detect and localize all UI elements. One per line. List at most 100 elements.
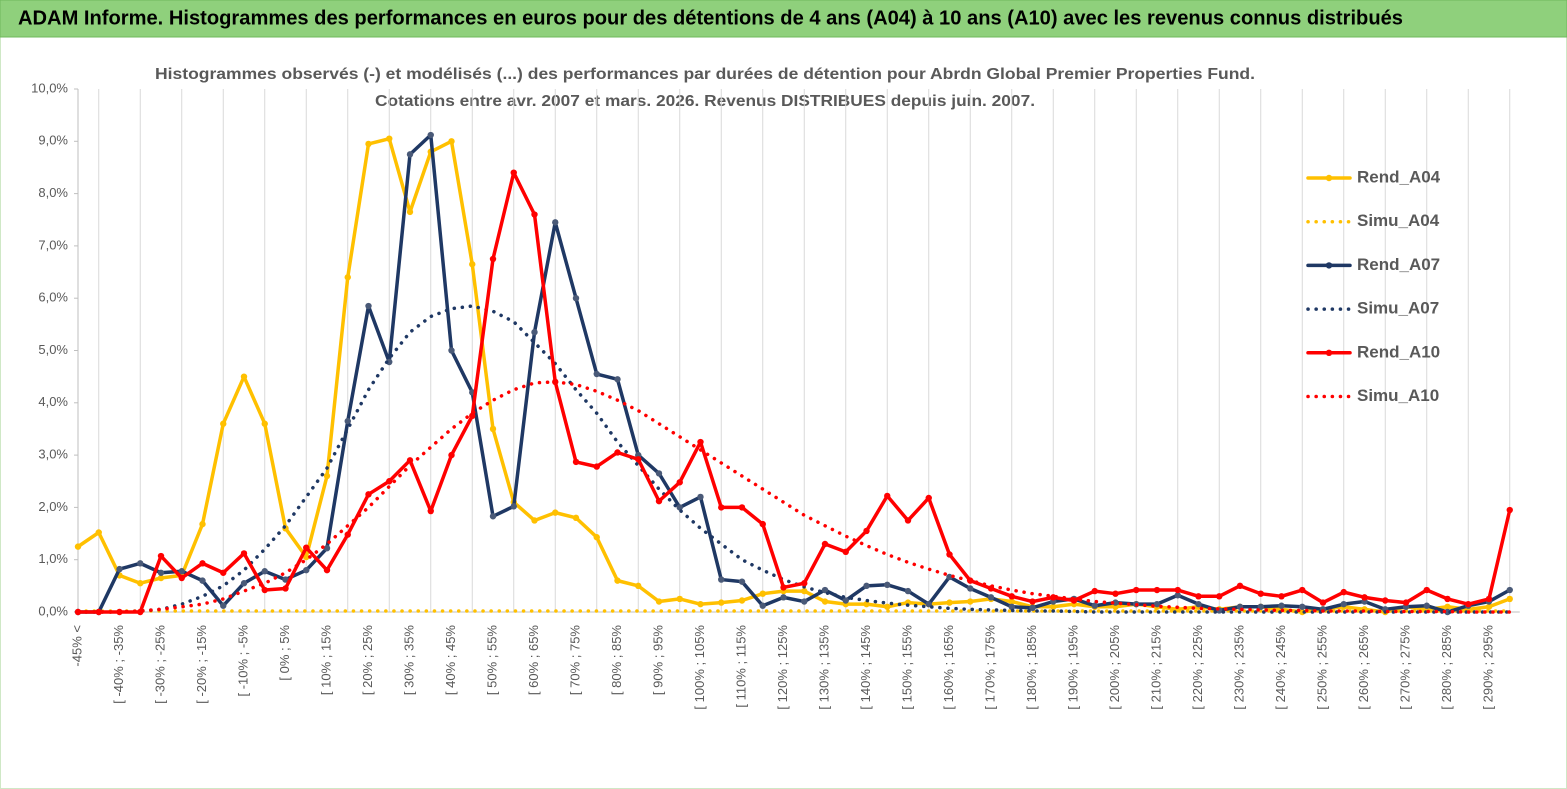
point [365, 302, 372, 310]
point [240, 373, 248, 380]
point [1216, 593, 1223, 600]
point [676, 504, 683, 511]
point [469, 412, 476, 420]
point [178, 574, 185, 582]
legend-marker [1325, 349, 1333, 356]
point [676, 479, 683, 486]
point [1506, 595, 1513, 603]
point [282, 585, 289, 592]
point [821, 598, 829, 605]
point [406, 151, 414, 158]
x-tick-label: [ 120% ; 125% [775, 625, 790, 710]
x-tick-label: [ 200% ; 205% [1107, 625, 1122, 710]
point [925, 600, 932, 608]
y-tick-label: 1,0% [38, 551, 68, 566]
point [323, 544, 331, 552]
point [303, 553, 310, 561]
point [572, 458, 580, 466]
series-line [76, 136, 1512, 614]
point [157, 552, 165, 560]
point [718, 599, 725, 606]
point [801, 587, 808, 595]
point [801, 598, 808, 605]
point [718, 576, 725, 583]
x-tick-label: [ 210% ; 215% [1148, 625, 1163, 710]
point [552, 219, 559, 226]
point [469, 261, 476, 268]
point [967, 585, 974, 592]
point [261, 420, 268, 427]
point [95, 529, 102, 536]
banner [0, 0, 1567, 38]
point [904, 587, 912, 595]
point [884, 581, 891, 589]
point [635, 456, 642, 463]
point [386, 478, 393, 485]
point [759, 520, 766, 528]
point [676, 595, 683, 603]
point [95, 608, 102, 616]
point [780, 584, 787, 591]
x-tick-label: [ 60% ; 65% [526, 625, 541, 696]
x-tick-label: [ 260% ; 265% [1356, 625, 1371, 710]
y-tick-label: 5,0% [38, 342, 68, 357]
point [572, 295, 580, 302]
point [448, 138, 455, 145]
point [1299, 603, 1306, 610]
x-tick-label: [ 280% ; 285% [1439, 625, 1454, 710]
point [1153, 600, 1161, 608]
point [344, 531, 351, 538]
x-tick-label: [ 160% ; 165% [941, 625, 956, 710]
point [1382, 597, 1389, 604]
x-tick-label: [ 240% ; 245% [1273, 625, 1288, 710]
y-tick-label: 9,0% [38, 133, 68, 148]
point [406, 208, 414, 216]
point [801, 580, 808, 587]
point [655, 497, 663, 505]
point [967, 598, 974, 605]
x-tick-label: [ 130% ; 135% [816, 625, 831, 710]
point [1444, 595, 1451, 603]
point [863, 527, 870, 535]
point [552, 509, 559, 516]
point [1340, 588, 1347, 596]
x-tick-label: [ 290% ; 295% [1480, 625, 1495, 710]
point [510, 503, 517, 510]
point [1153, 586, 1161, 594]
y-tick-label: 7,0% [38, 237, 68, 252]
legend-label: Rend_A04 [1357, 167, 1441, 186]
x-tick-label: [ 230% ; 235% [1231, 625, 1246, 710]
point [1278, 602, 1285, 609]
point [137, 560, 144, 567]
point [946, 599, 953, 606]
legend-label: Rend_A07 [1357, 255, 1440, 274]
point [1506, 506, 1513, 514]
x-tick-label: -45% < [69, 625, 84, 667]
point [220, 569, 227, 576]
series-line [76, 170, 1512, 614]
y-tick-label: 2,0% [38, 499, 68, 514]
x-tick-label: [ 0% ; 5% [277, 625, 292, 681]
point [759, 590, 766, 597]
point [1278, 593, 1285, 600]
point [1465, 600, 1472, 608]
point [593, 534, 600, 541]
point [1091, 587, 1098, 595]
point [489, 513, 497, 520]
x-tick-label: [ 10% ; 15% [318, 625, 333, 696]
legend-label: Rend_A10 [1357, 342, 1440, 361]
point [116, 565, 123, 573]
point [614, 577, 621, 584]
x-tick-label: [ 170% ; 175% [982, 625, 997, 710]
point [821, 586, 829, 594]
point [531, 517, 538, 524]
legend-marker [1325, 262, 1333, 269]
point [137, 580, 144, 587]
x-tick-label: [ 100% ; 105% [692, 625, 707, 710]
point [406, 457, 414, 464]
point [157, 569, 165, 576]
point [1299, 586, 1306, 594]
series-line [76, 304, 1512, 614]
x-tick-label: [ 250% ; 255% [1314, 625, 1329, 710]
point [1361, 594, 1368, 601]
